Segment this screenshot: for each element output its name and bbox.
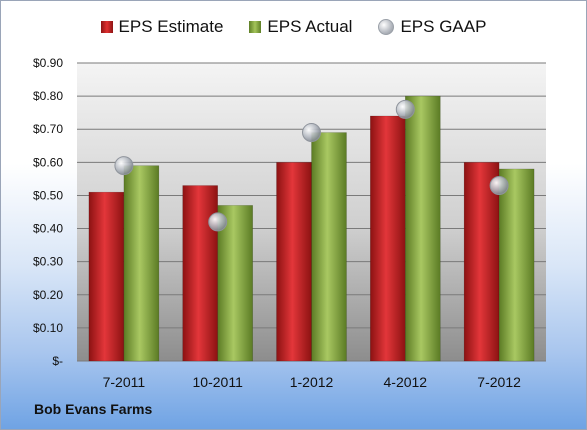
bar-eps-actual <box>405 95 441 362</box>
y-tick-label: $0.80 <box>33 89 63 103</box>
y-tick-label: $0.50 <box>33 188 63 202</box>
x-tick-label: 10-2011 <box>193 374 244 390</box>
bar-eps-actual <box>498 168 535 362</box>
legend-label-actual: EPS Actual <box>267 17 353 36</box>
y-tick-label: $0.90 <box>33 56 63 70</box>
bar-eps-estimate <box>276 162 312 362</box>
x-tick-label: 1-2012 <box>290 374 334 390</box>
y-tick-label: $0.40 <box>33 222 63 236</box>
legend-label-gaap: EPS GAAP <box>400 17 487 36</box>
legend-swatch-actual <box>249 21 262 33</box>
y-tick-label: $0.60 <box>33 155 63 169</box>
company-name: Bob Evans Farms <box>34 401 153 417</box>
marker-eps-gaap <box>489 176 509 196</box>
bar-eps-estimate <box>88 191 125 362</box>
marker-eps-gaap <box>302 123 321 143</box>
legend-item-estimate: EPS Estimate <box>100 17 224 37</box>
bar-eps-estimate <box>370 115 406 362</box>
legend-swatch-estimate <box>100 21 113 33</box>
bar-eps-actual <box>217 205 253 362</box>
y-tick-label: $- <box>52 354 63 368</box>
legend-label-estimate: EPS Estimate <box>118 17 224 36</box>
marker-eps-gaap <box>395 99 415 119</box>
bar-eps-estimate <box>463 162 500 362</box>
legend-item-gaap: EPS GAAP <box>378 17 486 37</box>
legend: EPS Estimate EPS Actual EPS GAAP <box>1 17 586 37</box>
y-tick-label: $0.20 <box>33 288 63 302</box>
x-tick-label: 7-2011 <box>103 374 146 390</box>
bar-eps-estimate <box>182 185 218 362</box>
legend-item-actual: EPS Actual <box>249 17 352 37</box>
x-tick-label: 7-2012 <box>477 374 521 390</box>
y-tick-label: $0.70 <box>33 122 63 136</box>
marker-eps-gaap <box>208 212 228 232</box>
legend-swatch-gaap <box>378 19 395 35</box>
y-tick-label: $0.30 <box>33 255 63 269</box>
marker-eps-gaap <box>114 156 134 176</box>
bar-eps-actual <box>123 165 160 362</box>
bar-eps-actual <box>311 132 347 362</box>
y-tick-label: $0.10 <box>33 321 63 335</box>
x-tick-label: 4-2012 <box>384 374 428 390</box>
